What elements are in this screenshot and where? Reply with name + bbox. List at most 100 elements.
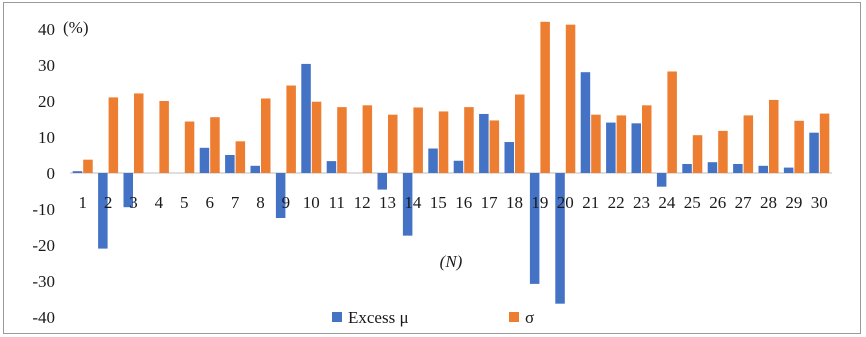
bar-sigma-5 xyxy=(184,121,195,173)
bar-sigma-15 xyxy=(438,111,449,173)
bar-sigma-27 xyxy=(743,115,754,173)
bar-excess-mu-8 xyxy=(250,165,260,173)
bar-sigma-12 xyxy=(362,105,373,173)
category-label: 28 xyxy=(760,193,777,212)
bar-excess-mu-26 xyxy=(707,162,718,173)
bar-sigma-6 xyxy=(210,117,220,173)
bar-sigma-14 xyxy=(413,107,423,173)
y-tick-label: 40 xyxy=(38,20,55,39)
category-label: 14 xyxy=(404,193,422,212)
category-label: 22 xyxy=(608,193,625,212)
legend-swatch-excess-mu xyxy=(332,312,342,322)
category-label: 9 xyxy=(282,193,291,212)
category-label: 20 xyxy=(557,193,574,212)
legend-label-sigma: σ xyxy=(525,308,534,327)
bar-sigma-16 xyxy=(464,107,474,173)
bar-sigma-30 xyxy=(819,113,830,173)
bar-sigma-29 xyxy=(794,120,804,173)
bar-sigma-25 xyxy=(692,135,703,173)
bar-excess-mu-29 xyxy=(783,167,794,173)
category-label: 1 xyxy=(78,193,87,212)
category-label: 19 xyxy=(531,193,548,212)
bar-sigma-9 xyxy=(286,85,296,173)
category-labels: 1 2 3 4 5 6 7 8 9 10 11 12 13 14 15 16 17 18 19 20 21 22 23 24 2… xyxy=(78,193,827,212)
y-tick-label: -20 xyxy=(32,236,55,255)
bar-sigma-22 xyxy=(616,115,627,173)
bar-sigma-2 xyxy=(108,97,119,173)
bar-excess-mu-10 xyxy=(301,63,311,173)
legend-swatch-sigma xyxy=(509,312,519,322)
bar-excess-mu-13 xyxy=(377,173,387,190)
bar-sigma-20 xyxy=(565,24,576,174)
category-label: 26 xyxy=(709,193,726,212)
y-tick-label: -40 xyxy=(32,308,55,327)
legend: Excess μ σ xyxy=(332,308,534,327)
bar-sigma-10 xyxy=(311,101,322,173)
category-label: 27 xyxy=(735,193,753,212)
bar-sigma-24 xyxy=(667,71,677,173)
category-label: 21 xyxy=(582,193,599,212)
category-label: 29 xyxy=(785,193,802,212)
category-label: 18 xyxy=(506,193,523,212)
bar-excess-mu-24 xyxy=(656,173,667,187)
bar-excess-mu-21 xyxy=(580,72,591,173)
bar-sigma-1 xyxy=(83,159,93,173)
bar-sigma-26 xyxy=(718,130,728,173)
bar-sigma-11 xyxy=(337,107,347,173)
y-tick-label: 0 xyxy=(47,164,56,183)
category-label: 7 xyxy=(231,193,240,212)
category-label: 13 xyxy=(379,193,396,212)
bar-sigma-18 xyxy=(515,94,525,173)
x-axis-label: (N) xyxy=(440,252,463,271)
bar-excess-mu-19 xyxy=(529,173,540,284)
bar-excess-mu-28 xyxy=(758,165,768,173)
category-label: 8 xyxy=(256,193,265,212)
category-label: 16 xyxy=(455,193,472,212)
bar-sigma-4 xyxy=(159,101,169,173)
category-label: 12 xyxy=(354,193,371,212)
y-tick-label: -30 xyxy=(32,272,55,291)
category-label: 11 xyxy=(329,193,345,212)
bar-sigma-7 xyxy=(235,141,246,173)
legend-label-excess-mu: Excess μ xyxy=(348,308,409,327)
bar-excess-mu-1 xyxy=(72,171,83,173)
bar-excess-mu-6 xyxy=(199,147,210,173)
y-tick-label: 30 xyxy=(38,56,55,75)
category-label: 5 xyxy=(180,193,189,212)
bar-sigma-28 xyxy=(769,99,779,173)
bars-group xyxy=(72,21,830,304)
category-label: 10 xyxy=(303,193,320,212)
bar-excess-mu-25 xyxy=(682,164,692,173)
bar-excess-mu-14 xyxy=(402,173,413,236)
category-label: 6 xyxy=(205,193,214,212)
bar-sigma-17 xyxy=(489,120,500,173)
bar-excess-mu-17 xyxy=(479,113,489,173)
bar-excess-mu-18 xyxy=(504,142,514,173)
y-tick-label: 20 xyxy=(38,92,55,111)
bar-sigma-21 xyxy=(591,114,601,173)
bar-excess-mu-3 xyxy=(123,173,133,208)
y-axis-label: (%) xyxy=(63,18,88,37)
category-label: 2 xyxy=(104,193,113,212)
category-label: 24 xyxy=(658,193,676,212)
bar-excess-mu-2 xyxy=(98,173,108,249)
category-label: 15 xyxy=(430,193,447,212)
category-label: 30 xyxy=(811,193,828,212)
bar-sigma-8 xyxy=(261,98,271,173)
y-tick-labels: 40 30 20 10 0 -10 -20 -30 -40 xyxy=(32,20,55,327)
category-label: 3 xyxy=(129,193,138,212)
bar-excess-mu-15 xyxy=(428,148,438,173)
bar-excess-mu-9 xyxy=(275,173,286,218)
y-tick-label: 10 xyxy=(38,128,55,147)
bar-excess-mu-27 xyxy=(733,164,743,173)
bar-excess-mu-7 xyxy=(225,155,235,173)
y-tick-label: -10 xyxy=(32,200,55,219)
bar-excess-mu-20 xyxy=(555,173,565,304)
bar-sigma-13 xyxy=(388,114,398,173)
bar-excess-mu-23 xyxy=(631,123,641,173)
category-label: 25 xyxy=(684,193,701,212)
category-label: 4 xyxy=(155,193,164,212)
category-label: 23 xyxy=(633,193,650,212)
bar-sigma-3 xyxy=(134,93,144,173)
